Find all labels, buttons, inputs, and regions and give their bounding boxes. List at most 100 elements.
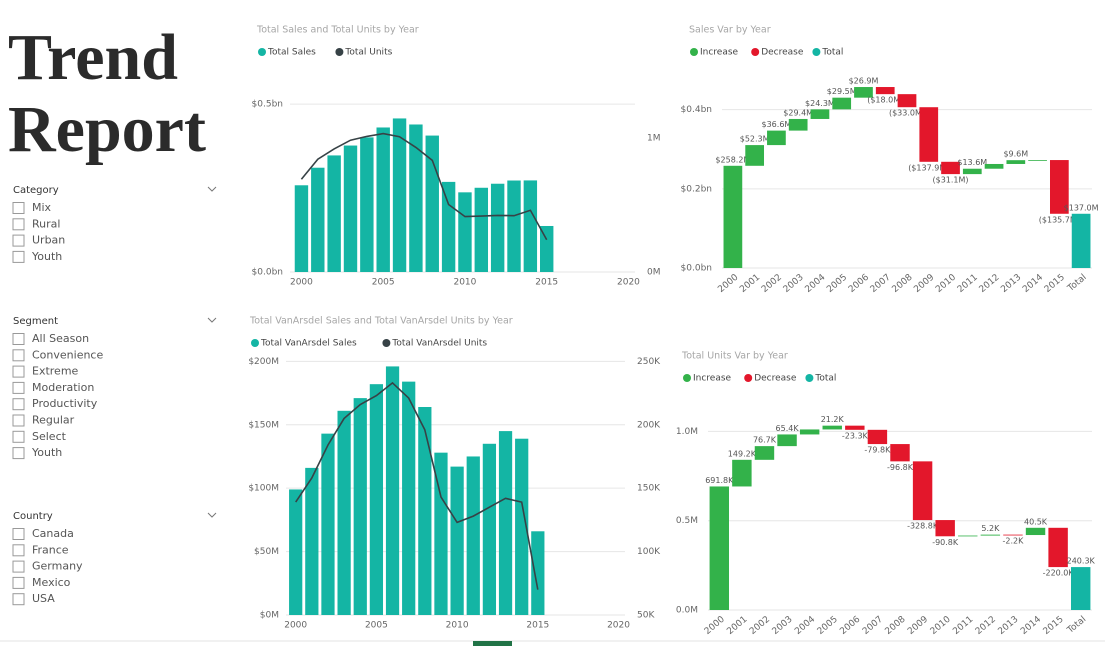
slicer-item[interactable]: All Season	[32, 332, 89, 345]
x-tick-label: 2013	[999, 273, 1023, 295]
data-label: $9.6M	[1003, 150, 1028, 159]
slicer-chevron[interactable]	[207, 317, 217, 323]
data-label: -90.8K	[932, 538, 959, 547]
bar	[515, 438, 529, 615]
slicer-item[interactable]: Mexico	[32, 576, 71, 589]
waterfall-bar	[1049, 160, 1069, 214]
slicer-chevron[interactable]	[207, 186, 217, 192]
x-tick-label: 2001	[738, 273, 762, 295]
checkbox[interactable]	[12, 202, 25, 214]
checkbox[interactable]	[12, 560, 25, 573]
checkbox[interactable]	[12, 528, 25, 540]
legend-marker	[751, 48, 760, 56]
legend-marker	[335, 48, 344, 56]
x-tick-label: 2010	[929, 614, 953, 637]
waterfall-bar	[723, 165, 743, 268]
x-tick-label: 2015	[526, 621, 549, 631]
checkbox[interactable]	[12, 349, 25, 362]
checkbox[interactable]	[12, 234, 25, 247]
x-tick-label: 2007	[861, 615, 885, 637]
legend-marker	[812, 48, 821, 56]
bar	[450, 466, 464, 615]
data-label: 691.8K	[705, 476, 734, 485]
bar	[540, 225, 554, 272]
waterfall-bar	[822, 425, 842, 430]
slicer-item[interactable]: Youth	[31, 446, 62, 459]
waterfall-bar	[709, 486, 730, 610]
checkbox[interactable]	[12, 576, 25, 589]
slicer-title: Segment	[13, 316, 58, 327]
waterfall-bar	[980, 534, 1001, 536]
slicer-item[interactable]: USA	[32, 592, 55, 605]
y-tick-label: $0.4bn	[681, 105, 712, 115]
checkbox[interactable]	[12, 414, 25, 427]
slicer-item[interactable]: Regular	[32, 414, 75, 427]
slicer-item[interactable]: Extreme	[32, 365, 79, 378]
legend-marker	[258, 48, 266, 56]
checkbox[interactable]	[12, 218, 25, 231]
data-label: $24.3M	[805, 99, 835, 108]
y-tick-label: 0.5M	[676, 516, 698, 526]
slicer-chevron[interactable]	[207, 512, 217, 518]
legend-marker	[382, 339, 391, 347]
y-tick-label: $0.2bn	[681, 184, 712, 194]
x-tick-label: 2000	[703, 614, 727, 637]
bar	[321, 433, 335, 615]
legend-label: Total Units	[344, 48, 392, 58]
slicer-item[interactable]: Moderation	[32, 381, 94, 394]
data-label: $137.0M	[1064, 203, 1099, 212]
bar	[434, 452, 448, 615]
x-tick-label: 2013	[997, 615, 1021, 637]
checkbox[interactable]	[12, 430, 25, 443]
data-label: $36.6M	[762, 120, 792, 129]
slicer-item[interactable]: Convenience	[32, 348, 103, 361]
legend-marker	[805, 374, 814, 382]
x-tick-label: 2005	[825, 273, 849, 295]
slicer-title: Category	[13, 185, 59, 196]
slicer-item[interactable]: Mix	[32, 201, 52, 214]
checkbox[interactable]	[12, 593, 25, 606]
x-tick-label: 2010	[446, 621, 469, 631]
x-tick-label: Total	[1065, 615, 1088, 637]
data-label: 240.3K	[1067, 557, 1096, 566]
waterfall-bar	[777, 434, 797, 447]
bar	[507, 180, 521, 272]
slicer-item[interactable]: Youth	[31, 250, 62, 263]
checkbox[interactable]	[12, 365, 25, 378]
bar	[458, 192, 472, 272]
bar	[474, 187, 489, 272]
legend-marker	[690, 48, 698, 56]
slicer-item[interactable]: France	[32, 543, 69, 556]
waterfall-bar	[1003, 534, 1023, 536]
legend-label: Total VanArsdel Units	[391, 339, 487, 349]
x-tick-label: 2008	[884, 614, 908, 637]
slicer-item[interactable]: Select	[32, 430, 67, 443]
data-label: 76.7K	[753, 436, 777, 445]
slicer-item[interactable]: Canada	[32, 527, 74, 540]
y2-tick-label: 50K	[637, 611, 655, 621]
slicer-item[interactable]: Urban	[32, 234, 65, 247]
legend-label: Total Sales	[267, 48, 316, 58]
y2-tick-label: 150K	[637, 484, 661, 494]
waterfall-bar	[810, 109, 830, 119]
bar	[327, 155, 341, 272]
slicer-item[interactable]: Productivity	[32, 397, 98, 410]
checkbox[interactable]	[12, 250, 25, 263]
checkbox[interactable]	[12, 398, 25, 411]
checkbox[interactable]	[12, 544, 25, 557]
slicer-item[interactable]: Rural	[32, 217, 60, 230]
data-label: -23.3K	[842, 431, 869, 440]
checkbox[interactable]	[12, 381, 25, 394]
waterfall-bar	[919, 107, 939, 162]
data-label: $29.5M	[827, 87, 857, 96]
bar	[441, 181, 456, 272]
active-page-tab[interactable]	[473, 641, 512, 646]
slicer-item[interactable]: Germany	[32, 560, 83, 573]
x-tick-label: 2020	[607, 621, 630, 631]
chart-title: Total Units Var by Year	[681, 351, 788, 362]
checkbox[interactable]	[12, 333, 25, 345]
data-label: ($31.1M)	[933, 176, 969, 185]
checkbox[interactable]	[12, 447, 25, 460]
x-tick-label: 2002	[760, 273, 784, 295]
x-tick-label: 2005	[816, 615, 840, 637]
